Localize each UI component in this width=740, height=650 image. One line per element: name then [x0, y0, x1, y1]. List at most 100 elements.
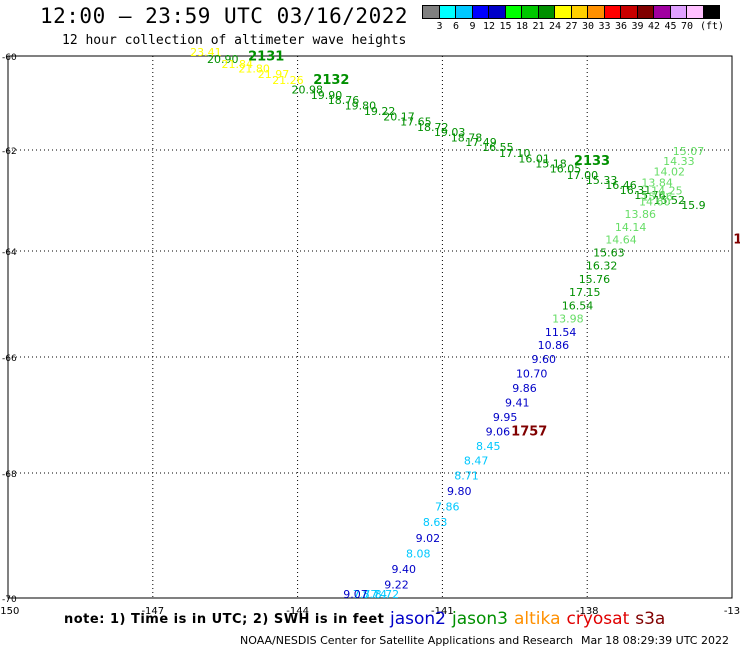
credit-line: NOAA/NESDIS Center for Satellite Applica…: [240, 634, 574, 647]
footnote: note: 1) Time is in UTC; 2) SWH is in fe…: [64, 612, 385, 627]
lon-tick-label: -150: [0, 606, 19, 617]
map-title: 12:00 – 23:59 UTC 03/16/2022: [40, 4, 409, 28]
wave-height-value: 9.41: [505, 396, 530, 409]
satellite-name-jason3: jason3: [452, 609, 508, 629]
wave-height-value: 10.86: [538, 339, 570, 352]
legend-label: 27: [565, 21, 578, 32]
wave-height-value: 17.00: [567, 169, 599, 182]
lat-tick-label: -70: [2, 595, 17, 605]
pass-number-label: 1756: [733, 232, 740, 247]
color-legend: [422, 5, 720, 19]
pass-number-label: 1757: [511, 424, 547, 439]
lon-tick-label: -147: [141, 606, 164, 617]
wave-height-value: 13.86: [625, 208, 657, 221]
wave-height-value: 8.08: [406, 547, 431, 560]
wave-height-value: 15.76: [641, 191, 673, 204]
wave-height-value: 19.80: [345, 100, 377, 113]
wave-height-value: 14.64: [605, 233, 637, 246]
wave-height-value: 8.71: [454, 469, 479, 482]
lon-tick-label: -138: [576, 606, 599, 617]
wave-height-value: 9.22: [384, 579, 409, 592]
wave-height-value: 13.98: [552, 313, 584, 326]
wave-height-value: 8.74: [363, 588, 388, 601]
legend-unit: (ft): [700, 21, 725, 32]
wave-height-value: 15.07: [673, 145, 705, 158]
legend-label: 18: [515, 21, 529, 32]
wave-height-value: 18.78: [451, 132, 483, 145]
wave-height-value: 9.07: [343, 588, 368, 601]
wave-height-value: 9.02: [416, 532, 441, 545]
wave-height-value: 7.77: [353, 588, 378, 601]
satellite-name-s3a: s3a: [635, 609, 666, 629]
wave-height-value: 21.80: [238, 62, 270, 75]
lat-tick-label: -68: [2, 470, 17, 480]
wave-height-value: 16.55: [482, 141, 514, 154]
lon-tick-label: -144: [286, 606, 309, 617]
wave-height-value: 7.86: [435, 501, 460, 514]
wave-height-value: 18.76: [328, 94, 360, 107]
lon-tick-label: -141: [431, 606, 454, 617]
lat-tick-label: -64: [2, 248, 17, 258]
wave-height-value: 20.90: [207, 53, 239, 66]
lat-tick-label: -66: [2, 354, 17, 364]
legend-label: 12: [482, 21, 496, 32]
wave-height-value: 9.86: [512, 382, 537, 395]
pass-number-label: 2132: [313, 73, 349, 88]
wave-height-value: 19.03: [434, 126, 466, 139]
wave-height-value: 16.32: [586, 260, 618, 273]
wave-height-value: 15.33: [586, 174, 618, 187]
wave-height-value: 15.76: [579, 273, 611, 286]
wave-height-value: 18.72: [417, 121, 449, 134]
wave-height-value: 21.26: [272, 74, 304, 87]
lat-tick-label: -60: [2, 53, 17, 63]
wave-height-value: 17.15: [569, 286, 601, 299]
wave-height-value: 19.90: [311, 89, 343, 102]
wave-height-value: 15.52: [654, 194, 686, 207]
wave-height-value: 11.54: [545, 326, 577, 339]
map-frame: [7, 55, 733, 599]
wave-height-value: 17.10: [499, 147, 531, 160]
satellite-name-cryosat: cryosat: [566, 609, 630, 629]
wave-height-value: 16.54: [562, 299, 594, 312]
lon-tick-label: -13: [724, 606, 740, 617]
wave-height-value: 20.98: [292, 84, 324, 97]
wave-height-value: 14.02: [654, 165, 686, 178]
pass-number-label: 2131: [248, 50, 284, 65]
wave-height-value: 15.63: [593, 246, 625, 259]
wave-height-value: 9.80: [447, 485, 472, 498]
generation-timestamp: Mar 18 08:29:39 UTC 2022: [581, 634, 729, 647]
wave-height-value: 16.31: [620, 184, 652, 197]
legend-label: 33: [598, 21, 611, 32]
wave-height-value: 14.14: [615, 221, 647, 234]
wave-height-value: 17.65: [400, 116, 432, 129]
legend-label: 9: [469, 21, 476, 32]
legend-label: 36: [614, 21, 628, 32]
legend-label: 39: [631, 21, 644, 32]
wave-height-value: 16.46: [605, 179, 637, 192]
wave-height-value: 14.60: [639, 196, 671, 209]
legend-label: 21: [532, 21, 545, 32]
satellite-legend: jason2 jason3 altika cryosat s3a: [390, 609, 671, 629]
wave-height-value: 8.63: [423, 516, 448, 529]
wave-height-value: 20.17: [383, 110, 415, 123]
legend-label: 24: [548, 21, 562, 32]
wave-height-value: 21.97: [258, 68, 290, 81]
pass-number-label: 2133: [574, 154, 610, 169]
wave-height-value: 9.60: [532, 353, 557, 366]
wave-height-value: 15.76: [634, 189, 666, 202]
legend-label: 3: [436, 21, 443, 32]
legend-label: 15: [499, 21, 512, 32]
legend-label: 45: [664, 21, 677, 32]
legend-label: 70: [680, 21, 694, 32]
wave-height-value: 14.25: [651, 184, 683, 197]
satellite-name-jason2: jason2: [390, 609, 446, 629]
satellite-name-altika: altika: [514, 609, 561, 629]
wave-height-value: 13.84: [641, 176, 673, 189]
wave-height-value: 14.33: [663, 155, 695, 168]
wave-height-value: 16.05: [550, 163, 582, 176]
wave-height-value: 9.95: [493, 411, 518, 424]
wave-height-value: 21.84: [222, 58, 254, 71]
wave-height-value: 16.01: [518, 153, 550, 166]
wave-height-value: 15.18: [535, 158, 567, 171]
